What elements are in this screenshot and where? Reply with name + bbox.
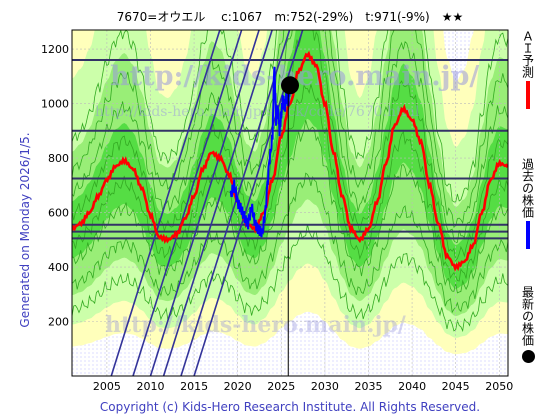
copyright-notice: Copyright (c) Kids-Hero Research Institu… <box>99 400 481 414</box>
markers <box>281 76 299 376</box>
legend-ai-forecast: ＡＩ予測 <box>518 30 538 109</box>
watermark-url-bottom: http://kids-hero.main.jp/ <box>105 312 407 338</box>
band-line-5 <box>72 30 508 244</box>
trend-line-3 <box>162 30 273 376</box>
band-line-6 <box>72 30 508 228</box>
x-tick-label-7: 2040 <box>398 380 426 393</box>
forecast-bands <box>72 30 508 355</box>
chart-title: 7670=オウエル c:1067 m:752(-29%) t:971(-9%) … <box>116 10 464 24</box>
price-series <box>72 50 508 272</box>
x-tick-label-0: 2005 <box>93 380 121 393</box>
legend-past-price-swatch <box>526 221 530 249</box>
x-tick-label-6: 2035 <box>354 380 382 393</box>
current-price-dot <box>281 76 299 95</box>
legend-latest-price: 最新の株価 <box>518 286 538 363</box>
x-tick-label-5: 2030 <box>311 380 339 393</box>
plot-frame <box>71 29 509 377</box>
legend-ai-forecast-label: ＡＩ予測 <box>520 30 535 78</box>
trend-line-1 <box>132 30 243 376</box>
watermark: http://kids-hero.main.jp/ http://kids-he… <box>95 61 479 338</box>
trend-line-0 <box>110 30 221 376</box>
watermark-url-small: http://kids-hero.main.jp/stock/code/7670… <box>95 104 420 120</box>
y-tick-label-2: 600 <box>48 207 69 220</box>
y-tick-label-5: 1200 <box>41 43 69 56</box>
y-tick-label-3: 800 <box>48 152 69 165</box>
generated-date-text: Generated on Monday 2026/1/5. <box>18 132 32 328</box>
x-tick-label-3: 2020 <box>224 380 252 393</box>
x-tick-label-9: 2050 <box>485 380 513 393</box>
legend-ai-forecast-swatch <box>526 81 530 109</box>
legend-latest-price-dot <box>521 350 535 363</box>
trend-line-4 <box>180 30 291 376</box>
horizontal-levels <box>72 58 508 240</box>
legend-past-price: 過去の株価 <box>518 158 538 249</box>
band-line-3 <box>72 83 508 282</box>
band-line-4 <box>72 30 508 262</box>
band-line-0 <box>72 224 508 333</box>
legend-past-price-label: 過去の株価 <box>520 158 535 218</box>
y-tick-label-1: 400 <box>48 261 69 274</box>
series-ai-forecast <box>72 50 508 272</box>
trend-line-2 <box>149 30 260 376</box>
x-axis-ticks: 2005 2010 2015 2020 2025 2030 2035 2040 2045 2050 <box>93 380 513 393</box>
legend-latest-price-label: 最新の株価 <box>520 286 535 346</box>
x-tick-label-1: 2010 <box>136 380 164 393</box>
trend-lines <box>110 30 304 376</box>
x-tick-label-8: 2045 <box>442 380 470 393</box>
band-line-7 <box>72 30 508 203</box>
y-tick-label-4: 1000 <box>41 98 69 111</box>
y-axis-ticks: 200 400 600 800 1000 1200 <box>41 43 69 328</box>
x-tick-label-2: 2015 <box>180 380 208 393</box>
y-tick-label-0: 200 <box>48 316 69 329</box>
x-tick-label-4: 2025 <box>267 380 295 393</box>
series-past-price <box>229 66 291 238</box>
